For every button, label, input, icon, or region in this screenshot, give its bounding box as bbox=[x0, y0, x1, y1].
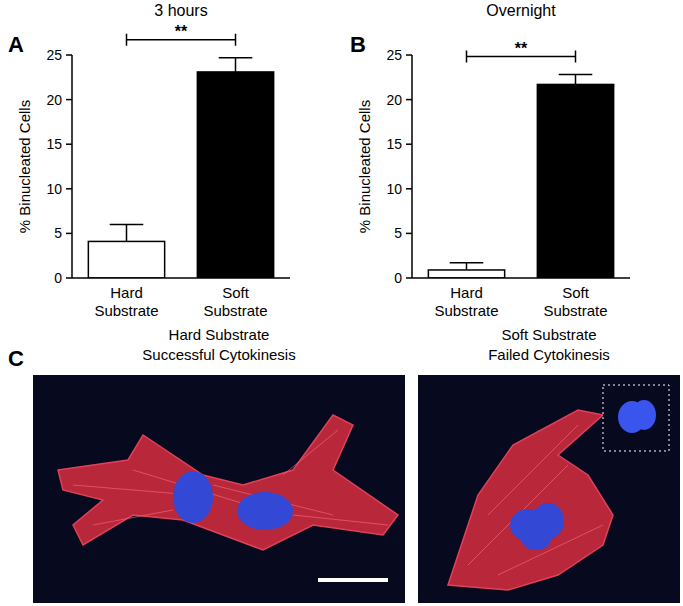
y-tick bbox=[406, 188, 412, 190]
chart-panel: A 3 hours % Binucleated Cells 0 5 10 15 20 25 Har… bbox=[8, 2, 290, 319]
plot-area bbox=[428, 75, 613, 278]
image-subtitle: Failed Cytokinesis bbox=[488, 346, 610, 363]
chart-title: 3 hours bbox=[154, 2, 207, 19]
y-tick bbox=[406, 54, 412, 56]
x-tick-label: HardSubstrate bbox=[94, 284, 158, 319]
y-tick bbox=[406, 277, 412, 279]
y-tick bbox=[66, 54, 72, 56]
y-tick-label: 15 bbox=[46, 136, 62, 152]
y-tick-label: 20 bbox=[46, 92, 62, 108]
fiber bbox=[293, 515, 388, 525]
y-tick bbox=[66, 233, 72, 235]
bar bbox=[537, 84, 613, 278]
label-line: Substrate bbox=[94, 302, 158, 319]
y-tick bbox=[406, 143, 412, 145]
y-axis-label: % Binucleated Cells bbox=[16, 100, 33, 233]
nucleus bbox=[237, 492, 293, 530]
y-axis-label: % Binucleated Cells bbox=[356, 100, 373, 233]
y-tick-label: 0 bbox=[54, 270, 62, 286]
y-tick bbox=[406, 233, 412, 235]
cell bbox=[58, 415, 398, 550]
fiber bbox=[283, 430, 338, 475]
significance-label: ** bbox=[515, 40, 528, 57]
inset-nucleus bbox=[632, 400, 656, 430]
y-tick bbox=[66, 188, 72, 190]
micrograph bbox=[33, 375, 405, 603]
y-tick-label: 25 bbox=[386, 47, 402, 63]
x-tick-label: SoftSubstrate bbox=[203, 284, 267, 319]
label-line: Hard bbox=[450, 284, 483, 301]
fiber bbox=[468, 465, 568, 565]
error-bar bbox=[219, 58, 253, 72]
bar bbox=[88, 241, 164, 278]
y-axis bbox=[71, 55, 73, 278]
x-axis bbox=[72, 277, 290, 279]
chart-title: Overnight bbox=[486, 2, 556, 19]
bar bbox=[428, 270, 504, 278]
label-line: Soft bbox=[562, 284, 590, 301]
inset bbox=[603, 385, 669, 451]
y-tick bbox=[66, 99, 72, 101]
y-tick bbox=[406, 99, 412, 101]
label-line: Substrate bbox=[434, 302, 498, 319]
fiber bbox=[93, 510, 173, 525]
x-axis bbox=[412, 277, 630, 279]
image-title: Hard Substrate bbox=[169, 326, 270, 343]
figure: A 3 hours % Binucleated Cells 0 5 10 15 20 25 Har… bbox=[0, 0, 683, 606]
label-line: Hard bbox=[110, 284, 143, 301]
y-tick bbox=[66, 277, 72, 279]
y-tick bbox=[66, 143, 72, 145]
error-bar bbox=[110, 224, 144, 241]
y-tick-label: 5 bbox=[394, 225, 402, 241]
label-line: Substrate bbox=[203, 302, 267, 319]
y-tick-label: 10 bbox=[386, 181, 402, 197]
cell bbox=[448, 410, 613, 590]
chart-panel: B Overnight % Binucleated Cells 0 5 10 15 20 25 H… bbox=[350, 2, 630, 319]
nucleus bbox=[521, 528, 551, 550]
y-tick-label: 25 bbox=[46, 47, 62, 63]
panel-label: C bbox=[8, 346, 24, 371]
x-tick-label: HardSubstrate bbox=[434, 284, 498, 319]
fiber bbox=[488, 425, 578, 515]
scale-bar bbox=[318, 578, 388, 582]
y-axis bbox=[411, 55, 413, 278]
y-tick-label: 20 bbox=[386, 92, 402, 108]
image-background bbox=[33, 375, 405, 603]
error-bar bbox=[450, 263, 484, 270]
error-bar bbox=[559, 75, 593, 85]
y-tick-label: 10 bbox=[46, 181, 62, 197]
y-tick-label: 15 bbox=[386, 136, 402, 152]
image-title: Soft Substrate bbox=[501, 326, 596, 343]
y-tick-label: 0 bbox=[394, 270, 402, 286]
bar bbox=[197, 72, 273, 278]
plot-area bbox=[88, 58, 273, 278]
panel-label: B bbox=[350, 32, 366, 57]
label-line: Substrate bbox=[543, 302, 607, 319]
label-line: Soft bbox=[222, 284, 250, 301]
image-subtitle: Successful Cytokinesis bbox=[142, 346, 295, 363]
nucleus bbox=[173, 471, 213, 523]
image-background bbox=[418, 375, 680, 603]
y-tick-label: 5 bbox=[54, 225, 62, 241]
x-tick-label: SoftSubstrate bbox=[543, 284, 607, 319]
panel-label: A bbox=[8, 32, 24, 57]
significance-label: ** bbox=[175, 23, 188, 40]
micrograph bbox=[418, 375, 680, 603]
image-panel: C Hard Substrate Successful Cytokinesis Sof… bbox=[8, 326, 680, 603]
